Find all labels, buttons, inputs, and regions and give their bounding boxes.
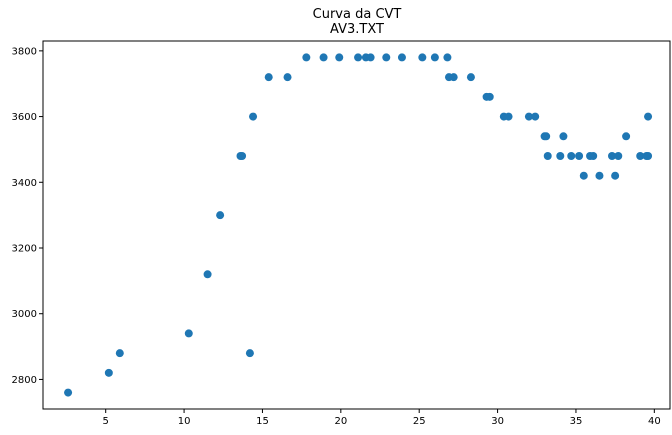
y-tick-label: 3600 [12,112,37,123]
data-point [319,53,328,62]
data-point [115,349,124,358]
data-point [595,171,604,180]
x-tick-label: 40 [648,416,661,427]
data-point [249,112,258,121]
data-point [579,171,588,180]
chart-title: Curva da CVT [313,7,402,22]
data-point [449,73,458,82]
data-point [559,132,568,141]
x-tick-label: 20 [334,416,347,427]
y-tick-label: 2800 [12,375,37,386]
data-point [283,73,292,82]
data-point [644,152,653,160]
data-point [430,53,439,62]
plot-area-frame [42,40,671,410]
data-point [575,152,584,160]
axis-ticks: 5 10 15 20 25 30 35 40 2800 3000 3200 3400 3600 3800 [12,46,661,427]
data-point [203,270,212,279]
x-tick-label: 5 [103,416,109,427]
data-point [184,329,193,338]
x-tick-label: 25 [413,416,426,427]
data-point [216,211,225,220]
data-point [238,152,247,160]
y-tick-label: 3800 [12,46,37,57]
data-point [542,132,551,141]
data-point [466,73,475,82]
data-point [245,349,254,358]
data-point [354,53,363,62]
data-point [644,112,653,121]
x-tick-label: 35 [570,416,583,427]
data-point [524,112,533,121]
data-point [104,368,113,377]
data-point [636,152,645,160]
data-point [614,152,623,160]
data-point [397,53,406,62]
x-tick-label: 10 [178,416,191,427]
data-point [504,112,513,121]
data-point [443,53,452,62]
y-tick-label: 3000 [12,309,37,320]
data-point [556,152,565,160]
data-point [589,152,598,160]
data-point [608,152,617,160]
data-point [531,112,540,121]
data-point [64,388,73,397]
data-point [543,152,552,160]
data-point [302,53,311,62]
data-point [335,53,344,62]
data-point [366,53,375,62]
y-tick-label: 3200 [12,244,37,255]
data-point [611,171,620,180]
y-tick-label: 3400 [12,178,37,189]
data-point [382,53,391,62]
x-tick-label: 15 [256,416,269,427]
chart-subtitle: AV3.TXT [330,22,384,37]
data-point [567,152,576,160]
data-point [485,92,494,101]
data-point [622,132,631,141]
x-tick-label: 30 [491,416,504,427]
data-points [64,53,653,397]
data-point [264,73,273,82]
data-point [418,53,427,62]
